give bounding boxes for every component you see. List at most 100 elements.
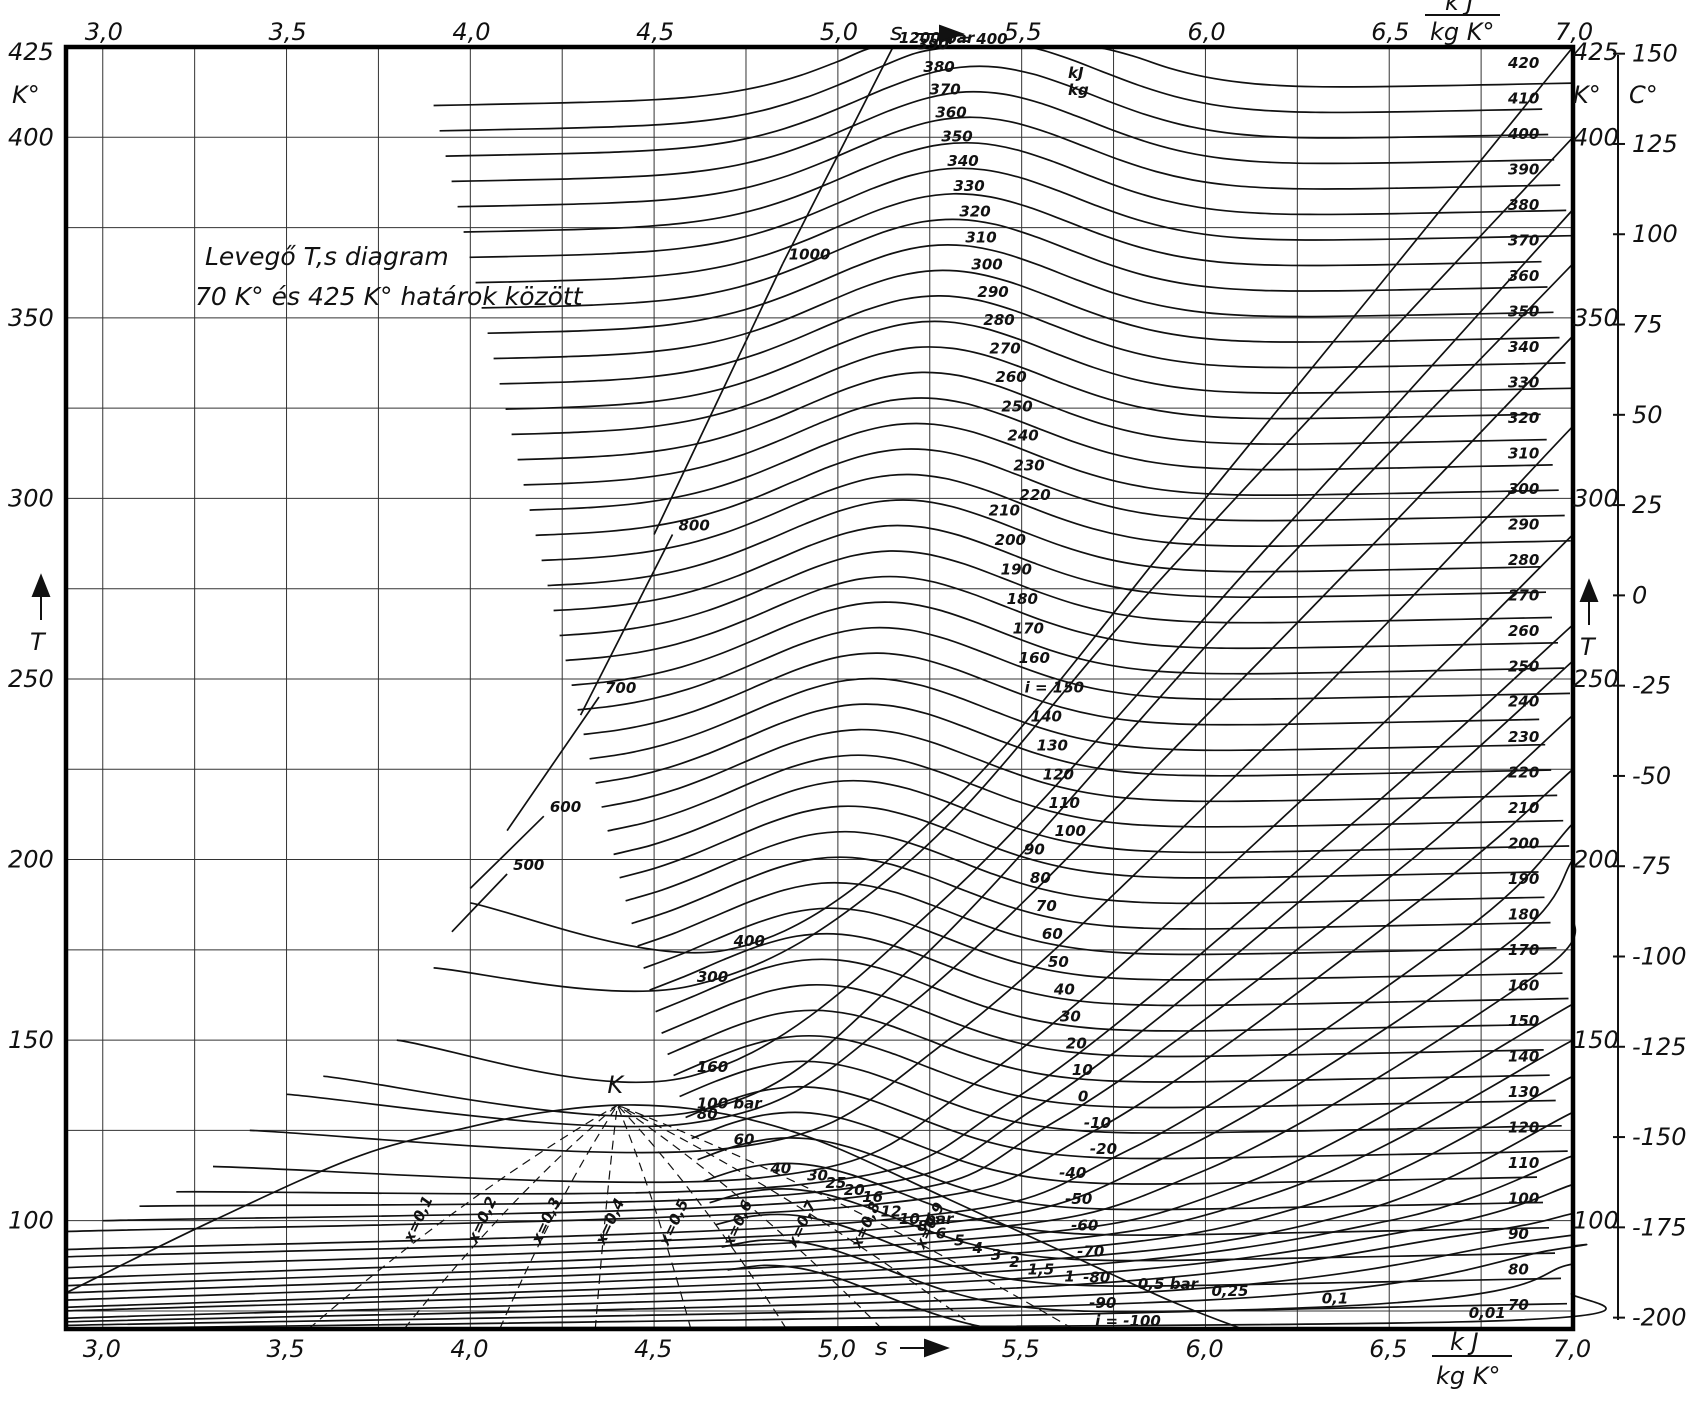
right-enthalpy-label: 170 (1508, 941, 1539, 959)
isobar-line (653, 263, 784, 535)
x-tick-top: 5,5 (1004, 18, 1042, 46)
enthalpy-line (505, 320, 1572, 410)
y-axis-unit: K° (12, 81, 40, 109)
enthalpy-label: 10 (1072, 1061, 1093, 1079)
isobar-label: 0,01 (1469, 1304, 1506, 1322)
right-enthalpy-label: 110 (1508, 1154, 1539, 1172)
enthalpy-label: 0 (1078, 1088, 1088, 1106)
enthalpy-unit-num: kJ (1068, 64, 1084, 82)
enthalpy-line (721, 1239, 1568, 1313)
isobar-label: 80 (697, 1105, 718, 1123)
x-tick-top: 7,0 (1555, 18, 1593, 46)
enthalpy-label: 350 (941, 127, 972, 145)
y2-axis-unit: C° (1629, 81, 1658, 109)
right-enthalpy-label: 220 (1508, 764, 1539, 782)
isobar-line (470, 46, 1574, 954)
enthalpy-unit-den: kg (1068, 81, 1089, 99)
y2-tick: 0 (1632, 581, 1647, 609)
enthalpy-label: 20 (1066, 1034, 1087, 1052)
isobar-label: 300 (697, 968, 728, 986)
enthalpy-line (655, 958, 1538, 1032)
quality-line (308, 1104, 618, 1330)
right-enthalpy-label: 320 (1508, 409, 1539, 427)
x-unit-num-bottom: k J (1450, 1328, 1479, 1356)
isobar-line (65, 768, 1574, 1233)
enthalpy-label: 280 (983, 311, 1014, 329)
y-right-arrow (1579, 578, 1599, 625)
isobar-label: 800 (678, 517, 709, 535)
y2-tick: 150 (1632, 40, 1678, 68)
isobar-label: 40 (769, 1159, 791, 1177)
isobar-line (65, 858, 1574, 1258)
enthalpy-label: -90 (1089, 1294, 1116, 1312)
enthalpy-line (523, 397, 1553, 486)
enthalpy-line (625, 830, 1545, 905)
right-enthalpy-label: 360 (1508, 267, 1539, 285)
enthalpy-label: 310 (965, 229, 996, 247)
enthalpy-label: 230 (1013, 456, 1044, 474)
right-enthalpy-label: 190 (1508, 870, 1539, 888)
enthalpy-label: 70 (1036, 897, 1057, 915)
y2-tick: -150 (1632, 1123, 1686, 1151)
right-enthalpy-label: 130 (1508, 1083, 1539, 1101)
x-unit-den-top: kg K° (1430, 18, 1495, 46)
enthalpy-line (643, 907, 1563, 981)
right-enthalpy-label: 390 (1508, 160, 1539, 178)
right-enthalpy-label: 380 (1508, 196, 1539, 214)
enthalpy-line (661, 983, 1544, 1058)
enthalpy-label: 140 (1031, 708, 1062, 726)
x-tick-top: 4,5 (636, 18, 674, 46)
enthalpy-label: 50 (1048, 953, 1069, 971)
y-right-label: T (1580, 633, 1597, 661)
isobar-line (102, 714, 1574, 1222)
isobar-label: 20 (844, 1181, 865, 1199)
enthalpy-line (715, 1213, 1562, 1287)
enthalpy-line (709, 1188, 1556, 1262)
enthalpy-line (607, 754, 1564, 832)
right-enthalpy-label: 200 (1508, 835, 1539, 853)
right-enthalpy-label: 250 (1508, 657, 1539, 675)
x-axis-label-top: s (890, 18, 903, 46)
right-enthalpy-label: 400 (1507, 125, 1539, 143)
quality-line (403, 1104, 618, 1330)
enthalpy-line (595, 703, 1552, 784)
right-enthalpy-label: 420 (1507, 54, 1539, 72)
isobar-line (65, 913, 1577, 1269)
enthalpy-line (511, 346, 1541, 436)
isobar-label: 30 (807, 1167, 828, 1185)
x-tick-top: 4,0 (452, 18, 490, 46)
enthalpy-line (691, 1111, 1538, 1185)
enthalpy-label: 110 (1049, 794, 1080, 812)
isobar-label: 60 (734, 1130, 755, 1148)
enthalpy-line (475, 192, 1542, 284)
enthalpy-label: 160 (1019, 649, 1050, 667)
y-tick-left: 200 (8, 846, 54, 874)
x-tick-top: 5,0 (820, 18, 858, 46)
quality-label: x=0,7 (783, 1197, 821, 1250)
enthalpy-line (529, 422, 1559, 511)
y2-tick: 125 (1632, 130, 1678, 158)
grid (66, 47, 1573, 1329)
axis-ticks: 3,0 3,5 4,0 4,5 5,0 5,5 6,0 6,5 7,0 3,0 3,5 4,0 4,5 5… (8, 18, 1686, 1363)
enthalpy-line (487, 244, 1554, 335)
enthalpy-label: -80 (1083, 1268, 1110, 1286)
y2-tick: -75 (1632, 852, 1671, 880)
y-axis-arrow (31, 573, 51, 620)
enthalpy-line (559, 550, 1553, 637)
x-tick-bottom: 5,0 (818, 1335, 856, 1363)
isobar-label: 3 (991, 1246, 1001, 1264)
y2-tick: -200 (1632, 1304, 1686, 1332)
isobar-label: 400 (733, 932, 765, 950)
enthalpy-lines (433, 45, 1574, 1330)
enthalpy-line (469, 167, 1573, 259)
quality-line (616, 1104, 692, 1330)
enthalpy-line (583, 652, 1540, 736)
enthalpy-label: 370 (929, 81, 960, 99)
right-enthalpy-label: 180 (1508, 906, 1539, 924)
y-tick-left: 425 (8, 38, 54, 66)
right-enthalpy-label: 410 (1507, 89, 1539, 107)
right-enthalpy-label: 370 (1508, 231, 1539, 249)
isobar-line (65, 1154, 1574, 1309)
x-tick-bottom: 4,5 (634, 1335, 672, 1363)
right-enthalpy-label: 290 (1508, 515, 1539, 533)
